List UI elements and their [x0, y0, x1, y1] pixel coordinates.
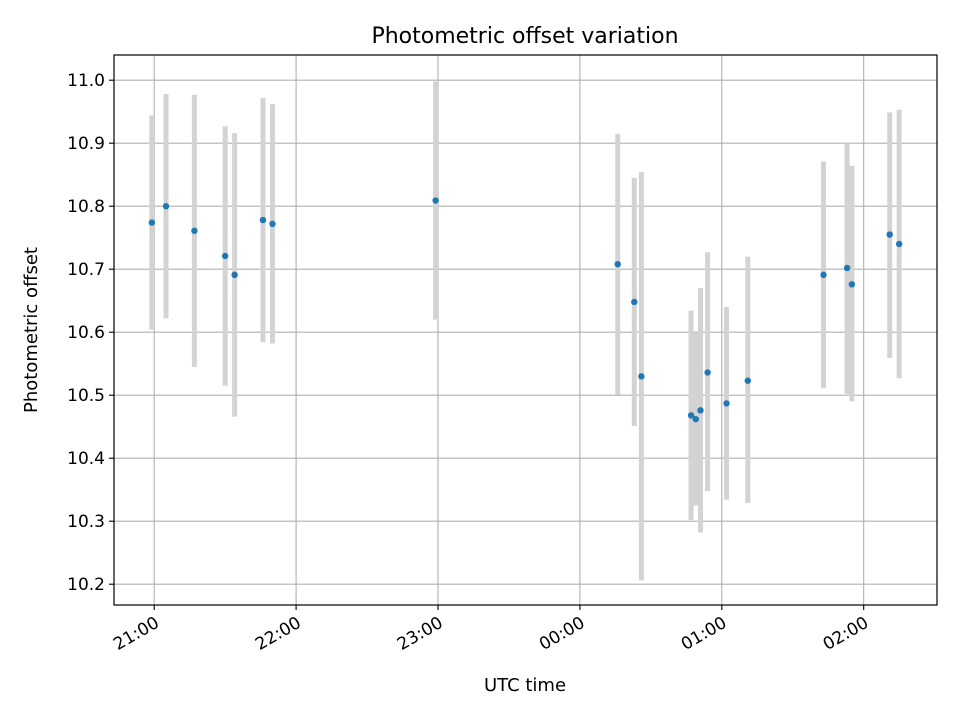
y-tick-label: 10.2: [67, 575, 105, 595]
data-point: [638, 373, 645, 380]
data-point: [148, 219, 156, 226]
data-point: [895, 240, 903, 248]
data-point: [191, 227, 198, 234]
data-point: [231, 271, 238, 279]
data-points: [148, 197, 903, 423]
y-tick-label: 10.6: [67, 323, 105, 343]
data-point: [269, 220, 276, 228]
x-axis-label: UTC time: [484, 675, 566, 696]
y-tick-label: 10.4: [67, 449, 105, 469]
y-tick-label: 10.5: [67, 386, 105, 406]
data-point: [820, 271, 827, 279]
data-point: [221, 252, 229, 260]
data-point: [692, 415, 699, 423]
data-point: [687, 412, 695, 419]
data-point: [631, 298, 638, 306]
data-point: [704, 369, 711, 376]
data-point: [848, 281, 856, 288]
y-tick-label: 10.9: [67, 134, 105, 154]
data-point: [259, 216, 267, 224]
y-tick-label: 10.3: [67, 512, 105, 532]
y-tick-label: 11.0: [67, 71, 105, 91]
y-tick-label: 10.8: [67, 197, 105, 217]
y-tick-label: 10.7: [67, 260, 105, 280]
data-point: [886, 231, 893, 238]
grid: [114, 55, 937, 605]
y-axis-label: Photometric offset: [21, 247, 42, 413]
data-point: [843, 264, 851, 272]
data-point: [614, 260, 621, 268]
data-point: [697, 407, 704, 414]
data-point: [432, 197, 439, 204]
data-point: [723, 400, 730, 407]
data-point: [162, 203, 170, 210]
chart-title: Photometric offset variation: [371, 24, 678, 49]
data-point: [744, 377, 752, 384]
plot-frame: [113, 54, 938, 606]
